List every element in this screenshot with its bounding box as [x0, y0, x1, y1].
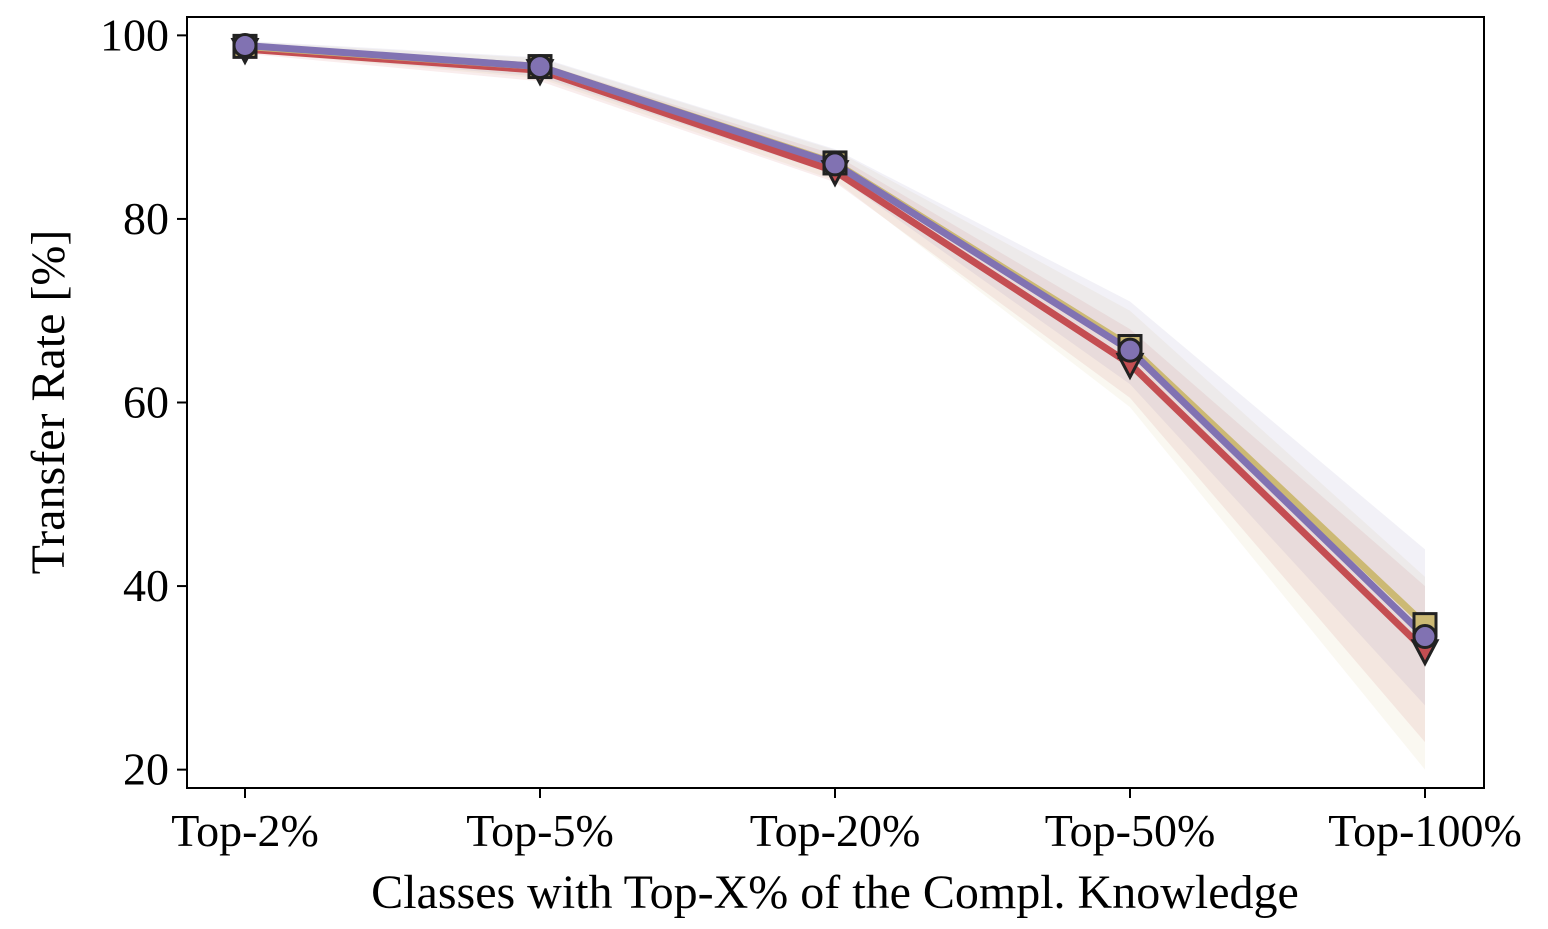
- y-tick-label: 20: [123, 744, 169, 795]
- y-axis: 20 40 60 80 100: [100, 9, 187, 795]
- data-point-circle: [1412, 624, 1438, 650]
- data-point-circle: [822, 151, 848, 177]
- x-tick-label: Top-20%: [750, 805, 921, 856]
- plot-frame: [186, 16, 1485, 789]
- x-axis: Top-2% Top-5% Top-20% Top-50% Top-100%: [171, 788, 1522, 856]
- y-tick-label: 40: [123, 560, 169, 611]
- y-axis-title: Transfer Rate [%]: [22, 230, 75, 575]
- data-point-circle: [232, 32, 258, 58]
- x-axis-title: Classes with Top-X% of the Compl. Knowle…: [371, 866, 1299, 919]
- confidence-bands: [245, 40, 1425, 770]
- confidence-band-2: [245, 40, 1425, 706]
- y-tick-label: 80: [123, 193, 169, 244]
- confidence-band-0: [245, 44, 1425, 743]
- data-point-circle: [527, 54, 553, 80]
- x-tick-label: Top-2%: [171, 805, 319, 856]
- y-tick-label: 100: [100, 9, 169, 60]
- y-tick-label: 60: [123, 377, 169, 428]
- series-markers: [230, 32, 1440, 667]
- x-tick-label: Top-50%: [1045, 805, 1216, 856]
- x-tick-label: Top-5%: [466, 805, 614, 856]
- series-lines: [241, 41, 1429, 654]
- data-point-circle: [1117, 337, 1143, 363]
- x-tick-label: Top-100%: [1328, 805, 1522, 856]
- series-line-0: [241, 45, 1429, 654]
